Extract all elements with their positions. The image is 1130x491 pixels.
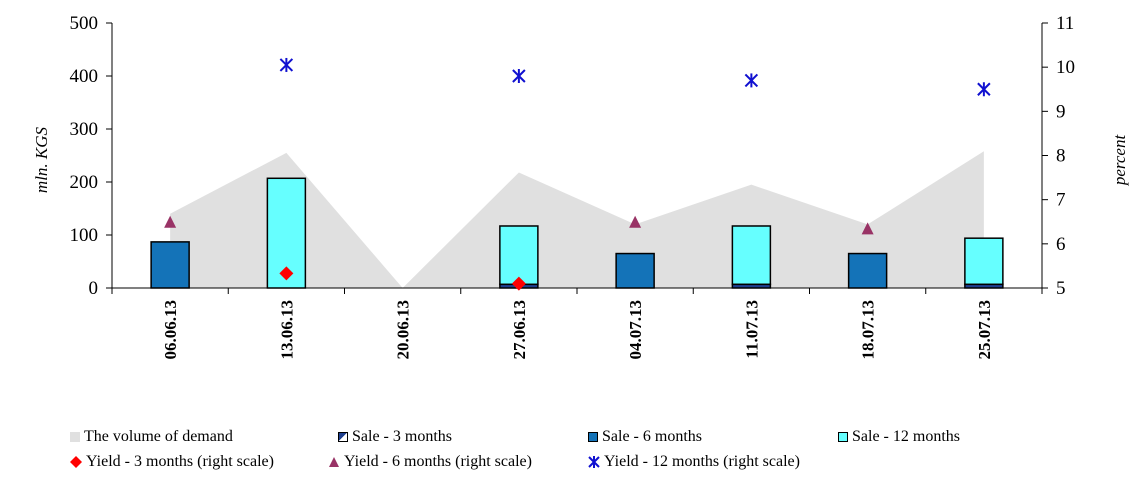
chart: 0 100 200 300 400 500 5 6 7 8 9 10 11 06.06.13 13.06.1…	[32, 13, 1129, 360]
demand-area-layer	[170, 151, 984, 288]
legend-item-sale-6m: Sale - 6 months	[588, 428, 702, 446]
right-tick-label: 11	[1056, 13, 1074, 34]
left-tick-label: 300	[70, 119, 99, 140]
yield-6m-marker	[164, 215, 177, 228]
star-marker-icon	[588, 456, 600, 468]
yield-12m-marker	[977, 82, 991, 97]
legend-label-yield-6m: Yield - 6 months (right scale)	[344, 453, 532, 470]
category-label: 18.07.13	[859, 300, 878, 360]
bar-sale-12m-25.07.13	[964, 237, 1004, 286]
bar-sale-6m-06.06.13	[150, 241, 190, 289]
legend-item-sale-12m: Sale - 12 months	[838, 428, 960, 446]
right-tick-label: 10	[1056, 57, 1075, 78]
yield-12m-marker	[279, 57, 294, 72]
legend-label-demand: The volume of demand	[84, 428, 233, 445]
bar-sale-6m-18.07.13	[847, 252, 888, 289]
legend-item-yield-3m: Yield - 3 months (right scale)	[70, 453, 274, 471]
right-tick-label: 5	[1056, 278, 1066, 299]
diamond-marker-icon	[70, 456, 82, 468]
category-label: 25.07.13	[975, 300, 994, 360]
legend-item-demand: The volume of demand	[70, 428, 233, 446]
yield-6m-marker	[629, 215, 642, 228]
bars-layer	[150, 177, 1004, 289]
bar-sale-12m-11.07.13	[731, 225, 772, 286]
yield-12m-marker	[512, 69, 526, 83]
category-label: 04.07.13	[626, 300, 645, 360]
legend-label-sale-12m: Sale - 12 months	[852, 428, 960, 445]
left-tick-label: 100	[70, 225, 99, 246]
yield-6m-marker	[861, 222, 874, 235]
right-tick-label: 6	[1056, 234, 1066, 255]
sale-6m-swatch	[588, 432, 598, 442]
left-tick-label: 500	[70, 13, 99, 34]
bar-sale-6m-04.07.13	[615, 252, 655, 289]
legend-row-1: The volume of demand Sale - 3 months Sal…	[70, 428, 1120, 453]
legend-label-sale-6m: Sale - 6 months	[602, 428, 702, 445]
right-tick-label: 9	[1056, 101, 1066, 122]
legend-label-yield-12m: Yield - 12 months (right scale)	[604, 453, 800, 470]
left-axis-title: mln. KGS	[32, 126, 51, 193]
legend-row-2: Yield - 3 months (right scale) Yield - 6…	[70, 453, 1120, 478]
axes-layer: 0 100 200 300 400 500 5 6 7 8 9 10 11 06.06.13 13.06.1…	[70, 13, 1076, 360]
legend-label-sale-3m: Sale - 3 months	[352, 428, 452, 445]
yield-12m-marker	[744, 73, 759, 88]
sale-12m-swatch	[838, 432, 848, 442]
category-label: 20.06.13	[394, 300, 413, 360]
legend-item-sale-3m: Sale - 3 months	[338, 428, 452, 446]
left-tick-label: 400	[70, 66, 99, 87]
sale-3m-swatch	[338, 432, 348, 442]
right-tick-label: 7	[1056, 190, 1066, 211]
demand-area	[170, 151, 984, 288]
category-label: 13.06.13	[277, 300, 296, 360]
left-tick-label: 0	[89, 278, 99, 299]
legend-item-yield-6m: Yield - 6 months (right scale)	[328, 453, 532, 471]
category-label: 06.06.13	[161, 300, 180, 360]
yield-3m-marker	[279, 266, 294, 281]
right-axis-title: percent	[1110, 134, 1129, 187]
category-label: 27.06.13	[510, 300, 529, 360]
left-tick-label: 200	[70, 172, 99, 193]
category-label: 11.07.13	[742, 300, 761, 359]
legend-item-yield-12m: Yield - 12 months (right scale)	[588, 453, 800, 471]
legend: The volume of demand Sale - 3 months Sal…	[70, 428, 1120, 478]
legend-label-yield-3m: Yield - 3 months (right scale)	[86, 453, 274, 470]
triangle-marker-icon	[329, 457, 339, 467]
right-tick-label: 8	[1056, 146, 1066, 167]
bar-sale-12m-27.06.13	[499, 225, 539, 286]
yield-3m-marker	[511, 276, 526, 291]
demand-swatch	[70, 432, 80, 442]
markers-layer	[164, 57, 991, 291]
